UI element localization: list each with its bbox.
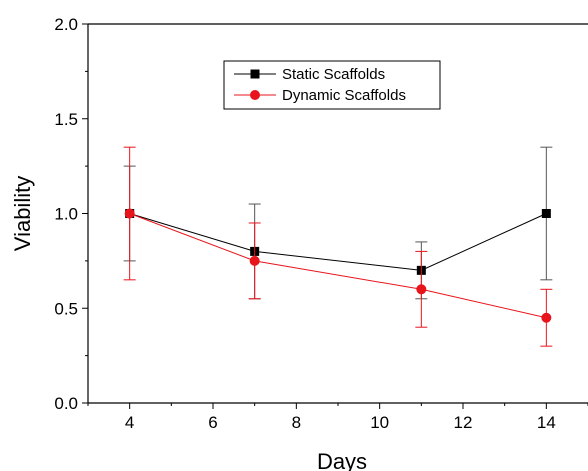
x-tick-label: 14 bbox=[537, 413, 556, 432]
series-static-scaffolds bbox=[123, 146, 553, 300]
labels-layer: Days Viability bbox=[10, 176, 367, 471]
y-tick-label: 2.0 bbox=[54, 15, 78, 34]
y-axis-title: Viability bbox=[10, 176, 35, 251]
x-tick-label: 10 bbox=[370, 413, 389, 432]
legend-label: Static Scaffolds bbox=[282, 66, 385, 83]
series-line bbox=[129, 213, 547, 319]
x-axis-title: Days bbox=[317, 449, 367, 471]
y-tick-label: 1.0 bbox=[54, 205, 78, 224]
series-line bbox=[129, 213, 547, 271]
series-dynamic-scaffolds bbox=[123, 146, 553, 347]
legend-label: Dynamic Scaffolds bbox=[282, 87, 406, 104]
x-tick-label: 8 bbox=[292, 413, 301, 432]
x-tick-label: 4 bbox=[125, 413, 134, 432]
data-point bbox=[541, 312, 552, 323]
x-tick-label: 12 bbox=[454, 413, 473, 432]
y-tick-label: 0.5 bbox=[54, 299, 78, 318]
data-point bbox=[124, 208, 135, 219]
series-layer bbox=[123, 146, 553, 347]
y-tick-label: 1.5 bbox=[54, 110, 78, 129]
legend-marker bbox=[250, 90, 260, 100]
data-point bbox=[541, 209, 551, 218]
legend: Static Scaffolds Dynamic Scaffolds bbox=[223, 60, 441, 110]
legend-box bbox=[223, 60, 441, 110]
data-point bbox=[249, 255, 260, 266]
y-tick-label: 0.0 bbox=[54, 394, 78, 413]
axes: 4 6 8 10 12 14 0.0 0.5 1.0 1.5 2.0 bbox=[54, 15, 588, 432]
data-point bbox=[416, 284, 427, 295]
legend-marker bbox=[250, 69, 260, 79]
x-tick-label: 6 bbox=[208, 413, 217, 432]
